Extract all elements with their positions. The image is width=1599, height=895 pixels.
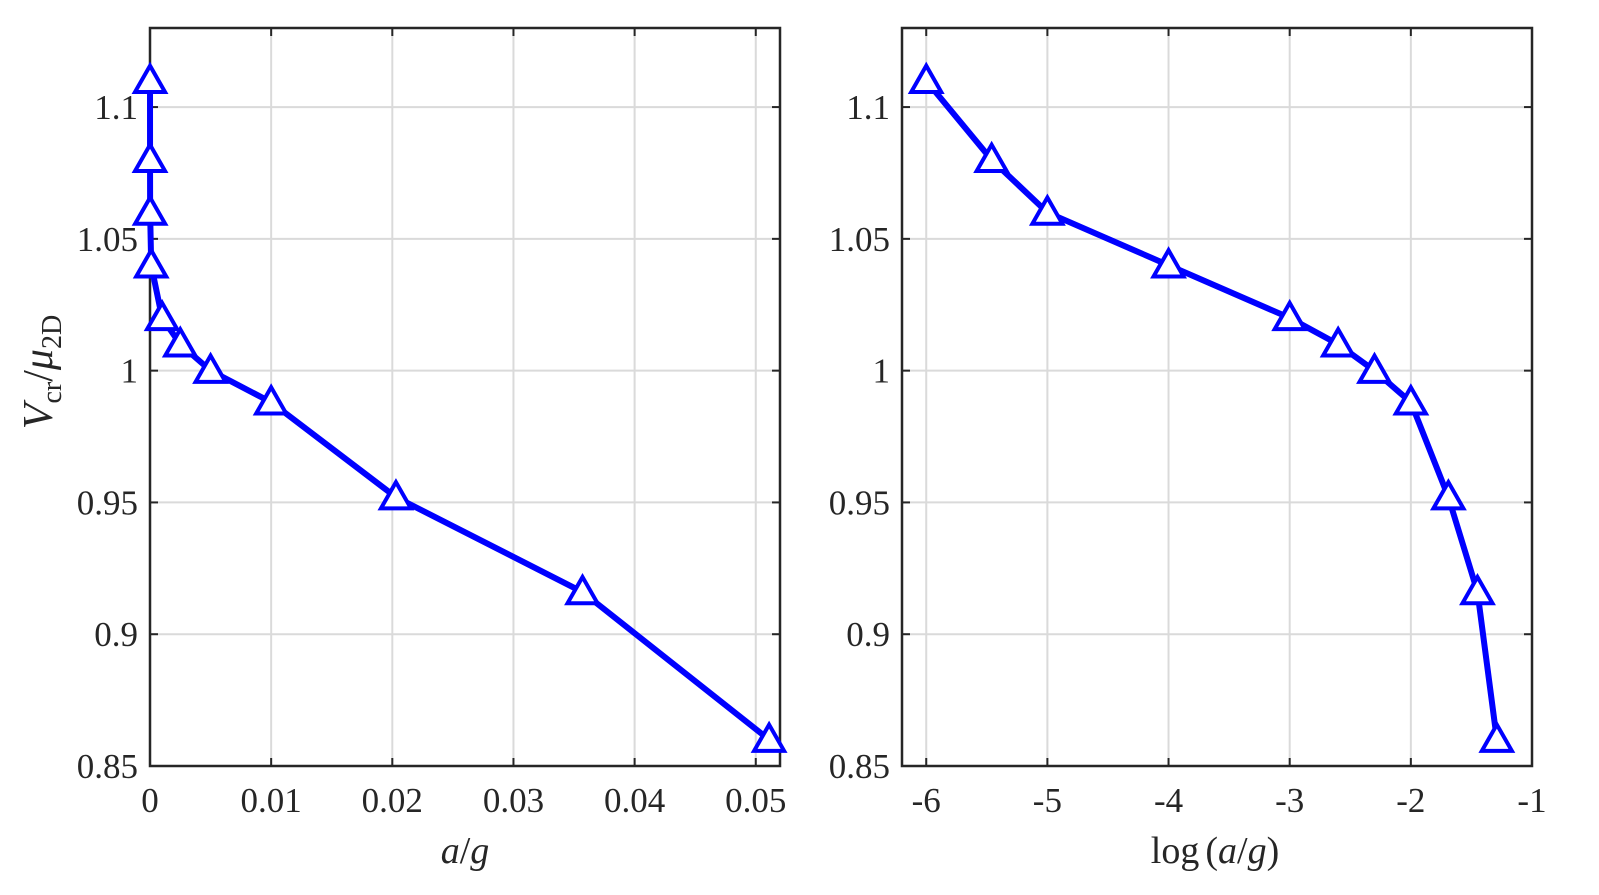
left-y-tick-label: 1 bbox=[121, 352, 139, 391]
left-y-tick-label: 1.05 bbox=[77, 220, 138, 259]
right-x-tick-label: -5 bbox=[1033, 781, 1062, 820]
left-y-tick-label: 0.85 bbox=[77, 747, 138, 786]
left-axes-box bbox=[148, 26, 782, 768]
right-y-tick-label: 1 bbox=[873, 352, 891, 391]
left-series-line bbox=[147, 80, 771, 742]
right-data-point-marker bbox=[1319, 325, 1357, 358]
left-x-tick-label: 0.02 bbox=[362, 781, 423, 820]
right-y-tick-label: 0.95 bbox=[829, 483, 890, 522]
right-data-point-marker bbox=[1478, 720, 1516, 753]
right-data-point-marker bbox=[1028, 193, 1066, 226]
left-x-tick-label: 0.01 bbox=[241, 781, 302, 820]
left-data-point-marker bbox=[132, 246, 170, 279]
left-data-point-marker bbox=[252, 383, 290, 416]
left-y-axis-label: Vcr/μ2D bbox=[16, 315, 68, 429]
left-y-tick-label: 0.9 bbox=[94, 615, 138, 654]
right-x-tick-label: -4 bbox=[1154, 781, 1183, 820]
left-x-tick-label: 0.05 bbox=[725, 781, 786, 820]
left-data-point-marker bbox=[564, 573, 601, 606]
right-data-point-marker bbox=[907, 61, 945, 94]
right-data-point-marker bbox=[1150, 246, 1187, 279]
right-x-tick-label: -3 bbox=[1275, 781, 1304, 820]
right-panel: -6 -5 -4 -3 -2 -1 0.85 0.9 0.95 1 1.05 1.1 bbox=[829, 26, 1547, 820]
left-data-point-marker bbox=[750, 720, 788, 753]
left-data-point-marker bbox=[143, 298, 181, 332]
right-data-point-marker bbox=[1356, 351, 1393, 384]
left-x-axis-label: a/g bbox=[441, 830, 490, 872]
right-y-tick-label: 0.85 bbox=[829, 747, 890, 786]
right-y-tick-label: 1.05 bbox=[829, 220, 890, 259]
left-x-tick-label: 0.04 bbox=[604, 781, 665, 820]
right-data-point-marker bbox=[973, 140, 1011, 174]
right-data-point-marker bbox=[1429, 478, 1467, 511]
right-data-point-marker bbox=[1271, 298, 1309, 332]
left-y-tick-label: 1.1 bbox=[94, 88, 138, 127]
right-x-tick-label: -1 bbox=[1517, 781, 1546, 820]
right-data-point-marker bbox=[1392, 383, 1430, 416]
right-x-tick-label: -2 bbox=[1396, 781, 1425, 820]
left-data-point-marker bbox=[377, 478, 415, 511]
right-y-tick-label: 0.9 bbox=[846, 615, 890, 654]
left-data-point-marker bbox=[131, 193, 169, 226]
right-axes-box bbox=[900, 26, 1534, 768]
left-data-point-marker bbox=[192, 351, 230, 384]
left-x-tick-label: 0 bbox=[141, 781, 159, 820]
left-panel: 0 0.01 0.02 0.03 0.04 0.05 0.85 0.9 0.95 1 1.05 1.1 bbox=[77, 26, 788, 820]
left-data-point-marker bbox=[131, 140, 169, 174]
left-data-point-marker bbox=[161, 325, 199, 358]
right-data-point-marker bbox=[1459, 573, 1496, 606]
right-x-tick-label: -6 bbox=[912, 781, 941, 820]
left-y-tick-label: 0.95 bbox=[77, 483, 138, 522]
left-x-tick-label: 0.03 bbox=[483, 781, 544, 820]
left-data-point-marker bbox=[131, 61, 169, 94]
right-x-axis-label: log (a/g) bbox=[1151, 830, 1279, 872]
right-y-tick-label: 1.1 bbox=[846, 88, 890, 127]
